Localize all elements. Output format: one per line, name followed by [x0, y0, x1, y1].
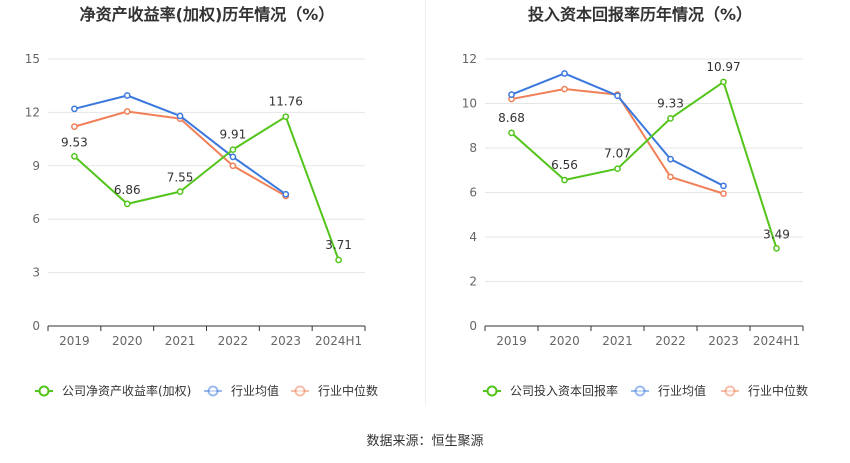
y-tick-label: 2 — [469, 275, 477, 289]
data-point — [720, 78, 727, 86]
data-point — [561, 85, 568, 93]
data-point — [508, 129, 515, 137]
data-point — [123, 108, 131, 115]
legend-swatch-marker — [294, 385, 306, 397]
data-point — [773, 244, 780, 252]
data-label: 6.56 — [551, 158, 578, 172]
legend-label: 行业中位数 — [318, 383, 378, 398]
data-label: 3.49 — [763, 227, 790, 241]
y-tick-label: 0 — [469, 319, 477, 333]
x-tick-label: 2024H1 — [753, 334, 800, 348]
series-line — [510, 80, 778, 249]
data-label: 8.68 — [498, 111, 525, 125]
legend-label: 行业均值 — [231, 383, 279, 398]
y-tick-label: 3 — [32, 266, 40, 280]
data-label: 6.86 — [114, 183, 141, 197]
y-tick-label: 12 — [462, 52, 477, 66]
chart-panel-1: 净资产收益率(加权)历年情况（%） 0 3 6 9 12 15 2019 2020 2021 202… — [25, 5, 378, 398]
legend-swatch-marker — [724, 385, 736, 397]
legend-swatch-marker — [634, 385, 646, 397]
data-point — [229, 146, 237, 153]
data-label: 7.07 — [604, 147, 631, 161]
chart-panel-2: 投入资本回报率历年情况（%） 0 2 4 6 8 10 12 2019 2020 2021 2022 2… — [462, 5, 808, 398]
x-tick-label: 2019 — [59, 334, 90, 348]
data-point — [229, 162, 237, 170]
data-point — [282, 190, 290, 198]
x-tick-label: 2022 — [655, 334, 686, 348]
x-tick-label: 2023 — [708, 334, 739, 348]
data-point — [335, 256, 342, 264]
data-point — [614, 165, 621, 173]
y-tick-label: 6 — [32, 212, 40, 226]
data-point — [561, 176, 568, 184]
series-line — [73, 115, 340, 261]
chart-title: 净资产收益率(加权)历年情况（%） — [80, 5, 335, 24]
data-point — [123, 92, 131, 99]
legend-label: 行业中位数 — [748, 383, 808, 398]
y-tick-label: 4 — [469, 230, 477, 244]
x-tick-label: 2021 — [602, 334, 633, 348]
x-tick-label: 2022 — [218, 334, 249, 348]
legend-label: 行业均值 — [658, 383, 706, 398]
x-tick-label: 2019 — [496, 334, 527, 348]
x-tick-label: 2023 — [270, 334, 301, 348]
legend-label: 公司投入资本回报率 — [510, 383, 618, 398]
data-label: 3.71 — [325, 238, 352, 252]
data-point — [176, 112, 184, 120]
data-point — [720, 182, 727, 190]
data-label: 9.33 — [657, 96, 684, 110]
x-tick-label: 2024H1 — [315, 334, 362, 348]
x-tick-label: 2020 — [549, 334, 580, 348]
data-label: 9.53 — [61, 135, 88, 149]
data-point — [667, 115, 674, 122]
data-label: 10.97 — [706, 60, 740, 74]
data-point — [71, 105, 78, 113]
data-point — [123, 200, 131, 208]
y-tick-label: 6 — [469, 186, 477, 200]
data-label: 11.76 — [269, 95, 303, 109]
y-tick-label: 8 — [469, 141, 477, 155]
data-point — [176, 188, 184, 195]
data-point — [720, 190, 727, 197]
data-label: 9.91 — [220, 128, 247, 142]
data-point — [561, 70, 568, 77]
data-point — [667, 173, 674, 181]
data-point — [71, 123, 78, 130]
data-point — [282, 113, 290, 121]
data-point — [229, 153, 237, 161]
legend-swatch-marker — [207, 385, 219, 397]
legend-label: 公司净资产收益率(加权) — [62, 383, 191, 398]
data-point — [71, 153, 78, 160]
x-tick-label: 2021 — [165, 334, 196, 348]
y-tick-label: 10 — [462, 97, 477, 111]
chart-title: 投入资本回报率历年情况（%） — [528, 5, 752, 24]
data-label: 7.55 — [167, 171, 194, 185]
data-source-label: 数据来源：恒生聚源 — [366, 434, 484, 449]
y-tick-label: 9 — [32, 159, 40, 173]
y-tick-label: 15 — [25, 52, 40, 66]
x-tick-label: 2020 — [112, 334, 143, 348]
data-point — [614, 92, 621, 100]
data-point — [508, 91, 515, 98]
y-tick-label: 0 — [32, 319, 40, 333]
legend-swatch-marker — [486, 385, 498, 397]
data-point — [667, 155, 674, 163]
panel-divider — [425, 0, 426, 405]
legend-swatch-marker — [38, 385, 50, 397]
y-tick-label: 12 — [25, 105, 40, 119]
